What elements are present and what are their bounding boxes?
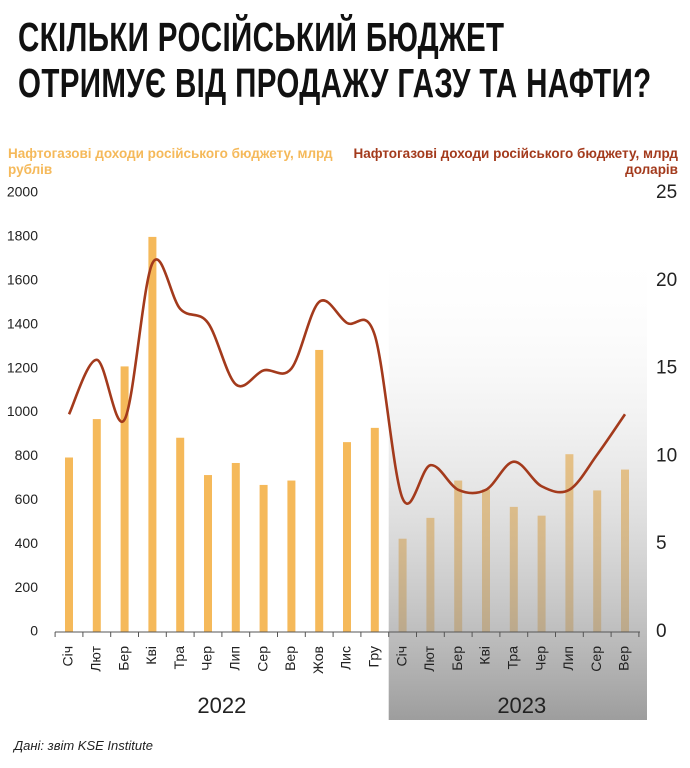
x-tick-label: Лис [338,646,354,670]
bar [370,427,379,632]
x-tick-label: Чер [199,646,215,671]
x-tick-label: Вер [282,646,298,671]
x-tick-label: Кві [477,646,493,665]
x-tick-label: Тра [505,646,521,670]
x-tick-label: Лют [88,645,104,671]
legend-entry: Нафтогазові доходи російського бюджету, … [353,146,678,177]
y2-tick-label: 25 [656,182,677,203]
legend-entry: Нафтогазові доходи російського бюджету, … [8,146,333,177]
y2-tick-label: 10 [656,445,677,466]
x-tick-label: Лип [560,646,576,671]
bar [176,437,185,632]
y2-tick-label: 5 [656,533,667,554]
bar [148,236,157,632]
bar [259,484,268,632]
x-tick-label: Тра [171,646,187,670]
y-tick-label: 1400 [7,315,38,331]
x-tick-label: Жов [310,646,326,674]
bar [120,366,129,632]
x-tick-label: Січ [60,646,76,667]
bar [65,457,73,632]
x-tick-label: Бер [449,646,465,671]
x-tick-label: Лип [227,646,243,671]
x-tick-label: Чер [532,646,548,671]
bar [231,462,240,632]
y-tick-label: 0 [30,623,38,639]
y-tick-label: 1200 [7,359,38,375]
y2-tick-label: 20 [656,270,677,291]
year-label: 2022 [197,693,246,718]
source-note: Дані: звіт KSE Institute [14,738,153,753]
bar [315,349,324,632]
y-tick-label: 400 [15,535,39,551]
x-tick-label: Січ [393,646,409,667]
x-tick-label: Лют [421,645,437,671]
line-series [67,258,627,505]
x-tick-label: Сер [254,646,270,672]
x-tick-label: Сер [588,646,604,672]
x-tick-label: Вер [616,646,632,671]
y2-tick-label: 15 [656,358,677,379]
x-tick-label: Бер [115,646,131,671]
x-tick-label: Гру [366,646,382,667]
y-tick-label: 1600 [7,272,38,288]
y-tick-label: 600 [15,491,39,507]
chart-title: СКІЛЬКИ РОСІЙСЬКИЙ БЮДЖЕТ ОТРИМУЄ ВІД ПР… [18,14,652,106]
bar [204,475,212,632]
y-tick-label: 200 [15,579,39,595]
y-tick-label: 800 [15,447,39,463]
bar [287,480,296,632]
x-tick-label: Кві [143,646,159,665]
y-tick-label: 1000 [7,403,38,419]
y-tick-label: 2000 [7,184,38,200]
y-tick-label: 1800 [7,228,38,244]
bar [343,442,351,632]
period-shade [388,245,647,720]
year-label: 2023 [497,693,546,718]
bar [92,419,101,632]
y2-tick-label: 0 [656,621,667,642]
